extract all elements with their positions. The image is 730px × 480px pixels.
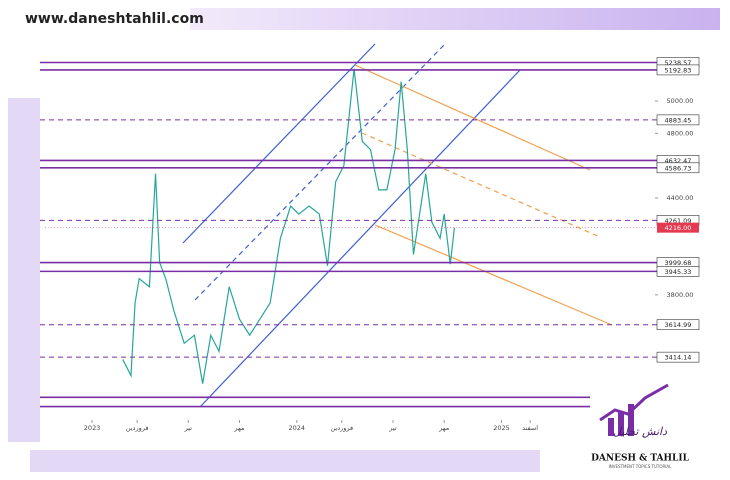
y-tick-label: 4800.00 <box>667 129 694 137</box>
side-block <box>8 98 40 442</box>
bottom-block <box>30 450 540 472</box>
level-label-box <box>656 64 700 76</box>
x-tick-label: فروردین <box>330 424 353 432</box>
logo-name: DANESH & TAHLIL <box>591 454 689 464</box>
x-tick-label: اسفند <box>522 424 538 432</box>
trend-line <box>374 224 613 326</box>
x-tick-label: 2025 <box>493 424 510 432</box>
logo-bar <box>608 418 614 436</box>
level-label: 3945.33 <box>665 268 692 276</box>
chart-panel <box>40 42 702 442</box>
trend-line <box>361 132 601 238</box>
y-tick-label: 5000.00 <box>667 97 694 105</box>
x-tick-label: 2023 <box>84 424 101 432</box>
level-label: 4586.73 <box>665 164 692 172</box>
website: www.daneshtahlil.com <box>25 11 204 27</box>
logo: دانش تحلیل DANESH & TAHLIL INVESTMENT TO… <box>590 380 702 475</box>
current-price-box <box>657 222 699 233</box>
level-label: 3999.68 <box>665 259 692 267</box>
x-tick-label: مهر <box>233 424 244 432</box>
level-label-box <box>656 319 700 331</box>
x-tick-label: تیر <box>184 424 193 432</box>
x-tick-label: فروردین <box>126 424 149 432</box>
level-label: 3414.14 <box>665 354 692 362</box>
level-label: 5238.57 <box>665 59 692 67</box>
level-label-box <box>656 162 700 174</box>
banner <box>190 8 720 30</box>
trend-line <box>354 64 591 171</box>
trend-lines <box>182 43 613 408</box>
logo-tagline: INVESTMENT TOPICS TUTORIAL <box>609 464 673 469</box>
logo-bar <box>618 412 624 436</box>
y-tick-label: 3800.00 <box>667 291 694 299</box>
logo-mark: دانش تحلیل <box>613 425 667 438</box>
trend-line <box>182 43 376 244</box>
current-price-label: 4216.00 <box>665 224 692 232</box>
level-label: 4632.47 <box>665 157 692 165</box>
level-label: 4883.45 <box>665 116 692 124</box>
x-tick-label: مهر <box>438 424 449 432</box>
level-label: 4261.09 <box>665 217 692 225</box>
trend-line <box>199 69 521 408</box>
price-line <box>122 68 455 384</box>
y-tick-label: 4400.00 <box>667 194 694 202</box>
level-label: 5192.83 <box>665 66 692 74</box>
x-tick-label: تیر <box>388 424 397 432</box>
level-label-box <box>656 266 700 277</box>
level-label: 3614.99 <box>665 321 692 329</box>
level-label-box <box>656 351 700 363</box>
level-label-box <box>656 114 700 126</box>
logo-bar <box>628 404 634 436</box>
x-tick-label: 2024 <box>289 424 306 432</box>
